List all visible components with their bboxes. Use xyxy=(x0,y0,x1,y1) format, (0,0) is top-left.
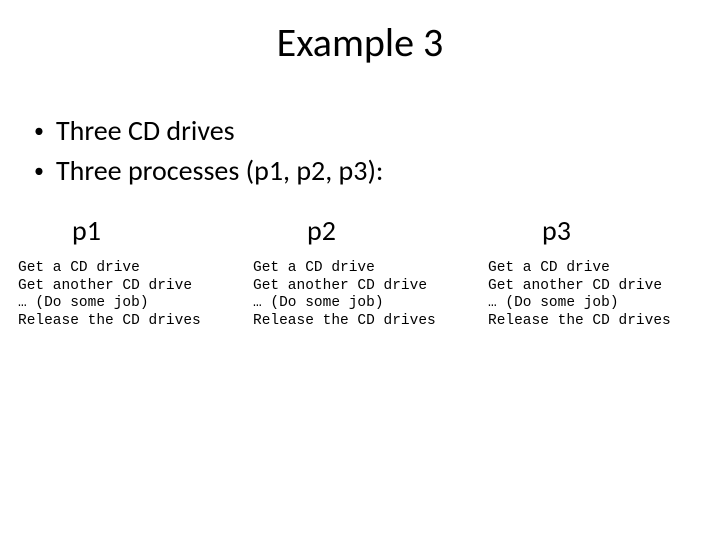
code-block: Get a CD drive Get another CD drive … (D… xyxy=(488,260,717,331)
slide: Example 3 • Three CD drives • Three proc… xyxy=(0,0,720,540)
bullet-item: • Three processes (p1, p2, p3): xyxy=(34,152,686,190)
bullet-dot-icon: • xyxy=(34,152,56,190)
bullet-text: Three processes (p1, p2, p3): xyxy=(56,152,686,190)
column-heading: p3 xyxy=(488,213,717,248)
column-p3: p3 Get a CD drive Get another CD drive …… xyxy=(488,213,720,331)
slide-title: Example 3 xyxy=(0,18,720,67)
code-block: Get a CD drive Get another CD drive … (D… xyxy=(253,260,482,331)
bullet-list: • Three CD drives • Three processes (p1,… xyxy=(34,112,686,192)
bullet-item: • Three CD drives xyxy=(34,112,686,150)
columns-container: p1 Get a CD drive Get another CD drive …… xyxy=(18,213,720,331)
code-block: Get a CD drive Get another CD drive … (D… xyxy=(18,260,247,331)
column-heading: p1 xyxy=(18,213,247,248)
bullet-dot-icon: • xyxy=(34,112,56,150)
bullet-text: Three CD drives xyxy=(56,112,686,150)
column-p1: p1 Get a CD drive Get another CD drive …… xyxy=(18,213,253,331)
column-heading: p2 xyxy=(253,213,482,248)
column-p2: p2 Get a CD drive Get another CD drive …… xyxy=(253,213,488,331)
